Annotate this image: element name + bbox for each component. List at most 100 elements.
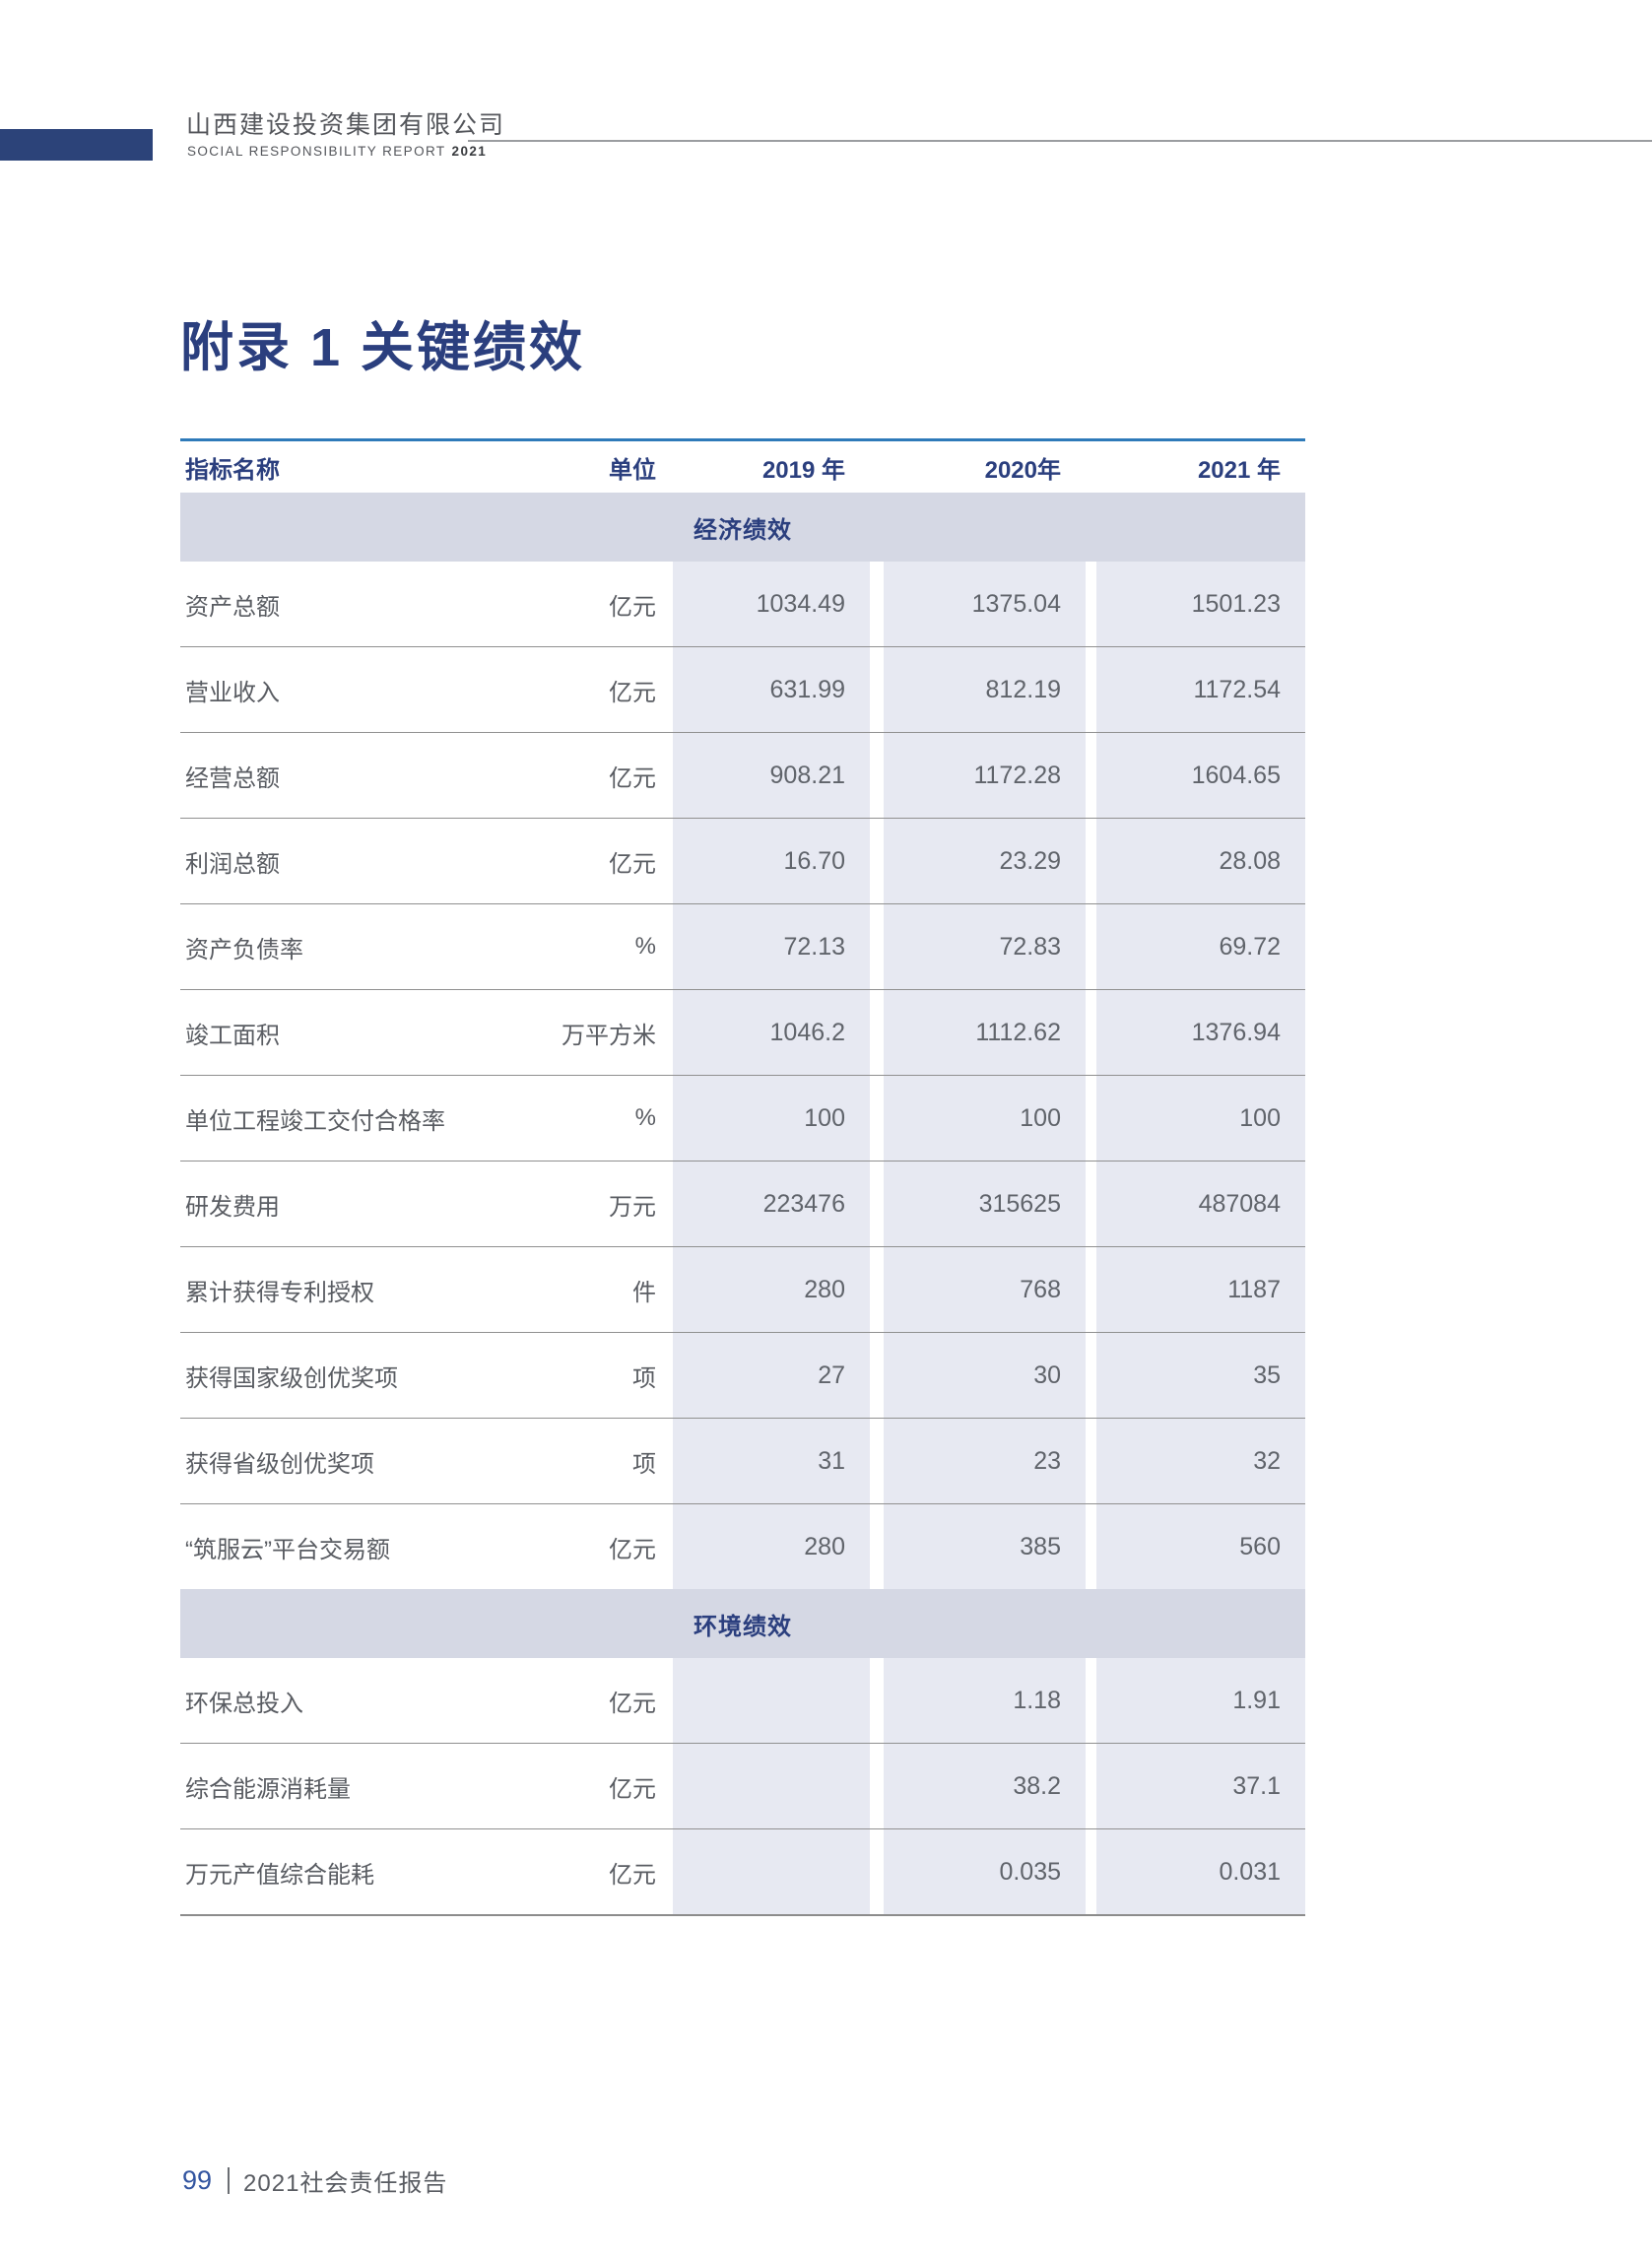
table-row: 利润总额 亿元 16.70 23.29 28.08 bbox=[180, 819, 1305, 904]
row-value-2021: 1501.23 bbox=[1096, 562, 1305, 646]
col-header-indicator: 指标名称 bbox=[185, 456, 280, 484]
row-value-2020: 812.19 bbox=[884, 647, 1086, 732]
table-row: 环保总投入 亿元 1.18 1.91 bbox=[180, 1658, 1305, 1744]
row-unit: 亿元 bbox=[609, 1536, 656, 1563]
report-subtitle-en: SOCIAL RESPONSIBILITY REPORT bbox=[187, 144, 446, 159]
row-value-2019: 908.21 bbox=[673, 733, 870, 818]
row-value-2019 bbox=[673, 1829, 870, 1914]
table-row: 经营总额 亿元 908.21 1172.28 1604.65 bbox=[180, 733, 1305, 819]
report-subtitle: SOCIAL RESPONSIBILITY REPORT 2021 bbox=[187, 144, 487, 159]
row-value-2020: 100 bbox=[884, 1076, 1086, 1161]
table-row: 获得国家级创优奖项 项 27 30 35 bbox=[180, 1333, 1305, 1419]
row-unit: % bbox=[634, 933, 656, 960]
table-row: 获得省级创优奖项 项 31 23 32 bbox=[180, 1419, 1305, 1504]
row-indicator-name: 获得国家级创优奖项 bbox=[185, 1364, 398, 1392]
row-indicator-name: 获得省级创优奖项 bbox=[185, 1450, 374, 1478]
row-value-2019: 16.70 bbox=[673, 819, 870, 903]
row-unit: 亿元 bbox=[609, 850, 656, 878]
row-unit: 项 bbox=[632, 1364, 656, 1392]
row-indicator-name: 利润总额 bbox=[185, 850, 280, 878]
col-header-2019: 2019 年 bbox=[761, 456, 845, 484]
row-value-2019: 223476 bbox=[673, 1162, 870, 1246]
row-indicator-name: 资产负债率 bbox=[185, 936, 303, 963]
row-unit: 亿元 bbox=[609, 1690, 656, 1717]
table-row: “筑服云”平台交易额 亿元 280 385 560 bbox=[180, 1504, 1305, 1589]
row-indicator-name: 经营总额 bbox=[185, 764, 280, 792]
section-band: 环境绩效 bbox=[180, 1589, 1305, 1658]
row-value-2020: 30 bbox=[884, 1333, 1086, 1418]
row-value-2019: 1046.2 bbox=[673, 990, 870, 1075]
page-number: 99 bbox=[182, 2165, 213, 2195]
row-value-2021: 1172.54 bbox=[1096, 647, 1305, 732]
row-indicator-name: 研发费用 bbox=[185, 1193, 280, 1221]
row-value-2019: 631.99 bbox=[673, 647, 870, 732]
col-header-2021: 2021 年 bbox=[1197, 456, 1281, 484]
row-unit: 万平方米 bbox=[562, 1022, 656, 1049]
row-value-2021: 37.1 bbox=[1096, 1744, 1305, 1828]
row-unit: 件 bbox=[632, 1279, 656, 1306]
row-value-2021: 560 bbox=[1096, 1504, 1305, 1589]
row-value-2021: 1604.65 bbox=[1096, 733, 1305, 818]
row-value-2020: 23 bbox=[884, 1419, 1086, 1503]
table-body: 经济绩效 资产总额 亿元 1034.49 1375.04 1501.23 营业收入 亿元 631… bbox=[180, 493, 1305, 1914]
row-value-2019: 280 bbox=[673, 1504, 870, 1589]
row-value-2020: 72.83 bbox=[884, 904, 1086, 989]
row-unit: 万元 bbox=[609, 1193, 656, 1221]
col-header-unit: 单位 bbox=[609, 456, 656, 484]
page-title: 附录 1 关键绩效 bbox=[180, 318, 586, 377]
row-indicator-name: 资产总额 bbox=[185, 593, 280, 621]
row-unit: 亿元 bbox=[609, 679, 656, 706]
row-value-2020: 0.035 bbox=[884, 1829, 1086, 1914]
row-value-2021: 32 bbox=[1096, 1419, 1305, 1503]
footer-report-name: 2021社会责任报告 bbox=[243, 2170, 448, 2197]
page-footer: 99 2021社会责任报告 bbox=[182, 2163, 447, 2198]
kpi-table: 指标名称 单位 2019 年 2020年 2021 年 经济绩效 资产总额 亿元 10… bbox=[180, 438, 1305, 1916]
row-unit: 亿元 bbox=[609, 764, 656, 792]
table-header-row: 指标名称 单位 2019 年 2020年 2021 年 bbox=[180, 441, 1305, 493]
row-unit: 亿元 bbox=[609, 593, 656, 621]
table-row: 综合能源消耗量 亿元 38.2 37.1 bbox=[180, 1744, 1305, 1829]
row-value-2020: 1172.28 bbox=[884, 733, 1086, 818]
row-value-2021: 28.08 bbox=[1096, 819, 1305, 903]
row-unit: 项 bbox=[632, 1450, 656, 1478]
row-value-2019 bbox=[673, 1658, 870, 1743]
company-name: 山西建设投资集团有限公司 bbox=[186, 111, 506, 139]
row-value-2019: 72.13 bbox=[673, 904, 870, 989]
header-rule bbox=[468, 140, 1652, 142]
row-value-2020: 1375.04 bbox=[884, 562, 1086, 646]
table-row: 资产总额 亿元 1034.49 1375.04 1501.23 bbox=[180, 562, 1305, 647]
row-value-2019: 27 bbox=[673, 1333, 870, 1418]
col-header-2020: 2020年 bbox=[984, 456, 1061, 484]
table-row: 累计获得专利授权 件 280 768 1187 bbox=[180, 1247, 1305, 1333]
row-unit: 亿元 bbox=[609, 1861, 656, 1889]
row-value-2019: 100 bbox=[673, 1076, 870, 1161]
row-value-2019: 1034.49 bbox=[673, 562, 870, 646]
report-year: 2021 bbox=[451, 144, 488, 159]
row-value-2021: 35 bbox=[1096, 1333, 1305, 1418]
table-row: 万元产值综合能耗 亿元 0.035 0.031 bbox=[180, 1829, 1305, 1914]
section-band: 经济绩效 bbox=[180, 493, 1305, 562]
row-indicator-name: 综合能源消耗量 bbox=[185, 1775, 351, 1803]
row-value-2021: 1.91 bbox=[1096, 1658, 1305, 1743]
row-value-2020: 1.18 bbox=[884, 1658, 1086, 1743]
row-value-2020: 315625 bbox=[884, 1162, 1086, 1246]
row-indicator-name: 单位工程竣工交付合格率 bbox=[185, 1107, 445, 1135]
row-indicator-name: 万元产值综合能耗 bbox=[185, 1861, 374, 1889]
table-row: 研发费用 万元 223476 315625 487084 bbox=[180, 1162, 1305, 1247]
row-indicator-name: 竣工面积 bbox=[185, 1022, 280, 1049]
row-value-2021: 1376.94 bbox=[1096, 990, 1305, 1075]
row-value-2021: 487084 bbox=[1096, 1162, 1305, 1246]
table-row: 营业收入 亿元 631.99 812.19 1172.54 bbox=[180, 647, 1305, 733]
table-row: 竣工面积 万平方米 1046.2 1112.62 1376.94 bbox=[180, 990, 1305, 1076]
footer-divider bbox=[228, 2167, 231, 2194]
row-value-2021: 69.72 bbox=[1096, 904, 1305, 989]
row-value-2020: 768 bbox=[884, 1247, 1086, 1332]
row-value-2020: 385 bbox=[884, 1504, 1086, 1589]
row-value-2020: 1112.62 bbox=[884, 990, 1086, 1075]
row-value-2019: 31 bbox=[673, 1419, 870, 1503]
row-indicator-name: 累计获得专利授权 bbox=[185, 1279, 374, 1306]
header-accent-bar bbox=[0, 129, 153, 161]
table-row: 单位工程竣工交付合格率% 100 100 100 bbox=[180, 1076, 1305, 1162]
row-value-2019: 280 bbox=[673, 1247, 870, 1332]
